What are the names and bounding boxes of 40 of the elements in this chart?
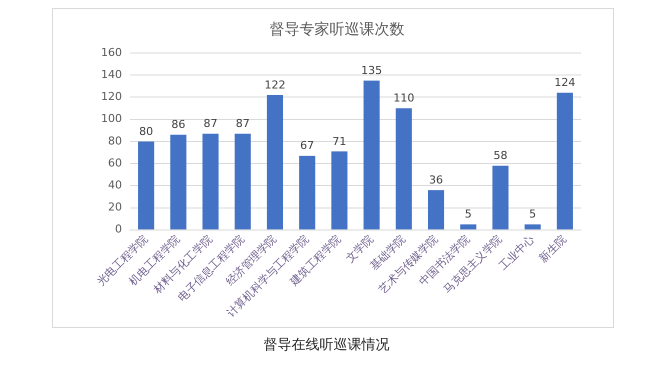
bar [364,80,380,230]
data-label: 67 [300,139,314,152]
data-label: 71 [332,134,346,148]
bar [460,224,476,230]
bar [202,134,219,230]
bar [299,156,316,230]
data-label: 135 [361,64,382,77]
chart-title: 督导专家听巡课次数 [270,20,404,38]
data-label: 124 [554,76,576,90]
bar [396,108,412,230]
bar [428,190,444,230]
data-label: 58 [493,149,508,162]
bar [266,95,284,230]
y-tick-label: 140 [100,68,122,81]
y-tick-label: 20 [108,200,122,214]
data-label: 110 [393,92,414,105]
data-label: 86 [171,118,186,132]
bar [170,134,186,230]
data-label: 5 [464,208,472,221]
x-tick-label: 新生院 [536,232,570,266]
data-label: 5 [529,208,536,221]
bar [331,151,348,230]
bar [234,134,251,230]
y-tick-label: 160 [100,46,122,59]
data-label: 80 [139,124,154,138]
y-tick-label: 100 [100,112,122,126]
y-tick-label: 120 [100,90,122,104]
data-label: 122 [264,78,286,92]
y-tick-label: 80 [108,134,122,148]
data-label: 36 [429,173,444,186]
bar [492,166,509,230]
bar [138,141,154,230]
y-tick-label: 0 [114,222,122,236]
y-tick-label: 60 [108,156,122,170]
bar [524,224,541,230]
bar [556,92,573,230]
data-label: 87 [236,117,250,130]
data-label: 87 [204,117,218,130]
y-tick-label: 40 [108,178,122,192]
text: 督导在线听巡课情况 [262,336,390,354]
